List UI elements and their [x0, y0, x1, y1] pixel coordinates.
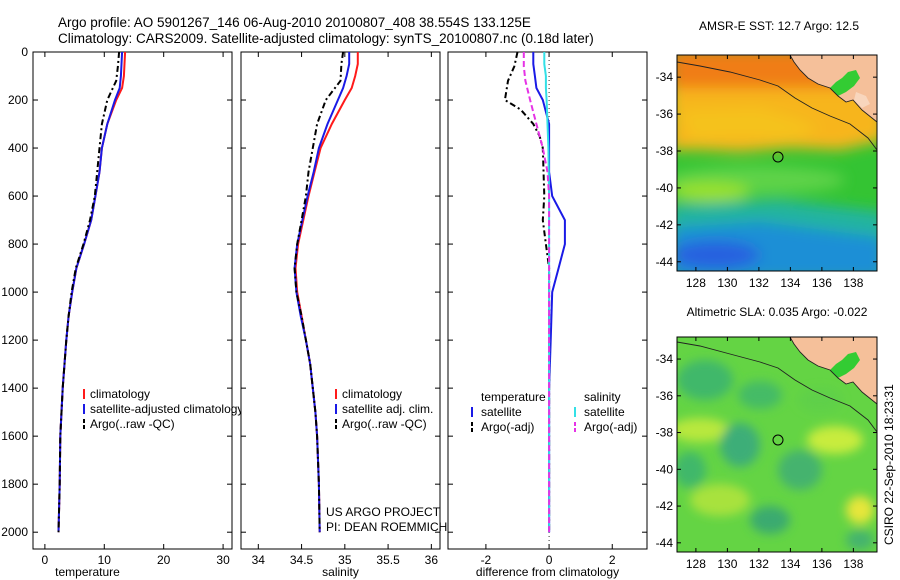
map-y-tick-label: -42 [656, 218, 674, 232]
y-tick-label: 1600 [1, 429, 28, 443]
sla-map-title: Altimetric SLA: 0.035 Argo: -0.022 [687, 305, 868, 319]
x-tick-label: 0 [42, 553, 49, 567]
map-y-tick-label: -40 [656, 462, 674, 476]
legend-label: satellite [481, 405, 522, 419]
series-line-salinity-argo-adj- [522, 52, 551, 533]
legend-label: Argo(..raw -QC) [90, 417, 175, 431]
map-y-tick-label: -38 [656, 426, 674, 440]
map-x-tick-label: 138 [843, 276, 863, 290]
legend-label: satellite adj. clim. [342, 402, 433, 416]
x-tick-label: 0 [546, 553, 553, 567]
sst-map-field [677, 55, 877, 271]
map-x-tick-label: 138 [843, 557, 863, 571]
x-tick-label: 35.5 [376, 553, 400, 567]
series-line-salinity-satellite [543, 52, 551, 533]
map-x-tick-label: 128 [686, 276, 706, 290]
timestamp-label: CSIRO 22-Sep-2010 18:23:31 [882, 384, 896, 545]
map-y-tick-label: -36 [656, 389, 674, 403]
x-tick-label: 34 [252, 553, 266, 567]
map-x-tick-label: 128 [686, 557, 706, 571]
y-tick-label: 600 [8, 189, 28, 203]
legend-label: satellite [584, 405, 625, 419]
map-y-tick-label: -38 [656, 144, 674, 158]
x-tick-label: 36 [425, 553, 439, 567]
sst-map: AMSR-E SST: 12.7 Argo: 12.5 1 [656, 19, 878, 290]
header-line1: Argo profile: AO 5901267_146 06-Aug-2010… [58, 15, 531, 30]
series-line-temperature-satellite [532, 52, 566, 533]
sst-map-title: AMSR-E SST: 12.7 Argo: 12.5 [699, 19, 859, 33]
sla-map-field [677, 337, 877, 552]
x-tick-label: 30 [216, 553, 230, 567]
y-tick-label: 800 [8, 237, 28, 251]
map-y-tick-label: -42 [656, 499, 674, 513]
y-tick-label: 1200 [1, 333, 28, 347]
map-x-tick-label: 136 [812, 557, 832, 571]
x-axis-label: difference from climatology [476, 565, 619, 579]
legend-label: Argo(..raw -QC) [342, 417, 427, 431]
map-y-tick-label: -36 [656, 107, 674, 121]
y-tick-label: 1000 [1, 285, 28, 299]
x-tick-label: 10 [98, 553, 112, 567]
x-tick-label: 34.5 [290, 553, 314, 567]
map-y-tick-label: -44 [656, 536, 674, 550]
legend-group-title: salinity [584, 390, 621, 404]
x-axis-label: salinity [322, 565, 359, 579]
map-y-tick-label: -40 [656, 181, 674, 195]
salinity-panel: 34 34.5 35 35.5 36 salinity climatologysatelli… [240, 51, 447, 579]
argo-float-marker [772, 151, 784, 163]
project-annotation: US ARGO PROJECT [326, 505, 441, 519]
argo-float-marker [772, 434, 784, 446]
depth-contour [677, 61, 877, 151]
temperature-panel: 0 10 20 30 0 200 400 600 800 1000 1200 1400 1600 1800… [1, 45, 243, 579]
legend-label: climatology [90, 387, 150, 401]
x-axis-label: temperature [55, 565, 120, 579]
map-x-tick-label: 134 [780, 276, 800, 290]
y-tick-label: 400 [8, 141, 28, 155]
header-line2: Climatology: CARS2009. Satellite-adjuste… [58, 31, 594, 46]
plot-frame [32, 51, 233, 550]
legend-label: Argo(-adj) [584, 420, 637, 434]
map-y-tick-label: -34 [656, 70, 674, 84]
map-x-tick-label: 136 [812, 276, 832, 290]
series-line-argo-raw-qc- [293, 51, 345, 533]
x-tick-label: 35 [338, 553, 352, 567]
map-y-tick-label: -44 [656, 255, 674, 269]
y-tick-label: 200 [8, 93, 28, 107]
legend-label: satellite-adjusted climatology [90, 402, 243, 416]
map-y-tick-label: -34 [656, 352, 674, 366]
y-tick-label: 1400 [1, 381, 28, 395]
y-tick-label: 0 [21, 45, 28, 59]
map-x-tick-label: 134 [780, 557, 800, 571]
project-annotation: PI: DEAN ROEMMICH [326, 520, 447, 534]
plot-frame [240, 51, 441, 550]
y-tick-label: 1800 [1, 477, 28, 491]
x-tick-label: -2 [481, 553, 492, 567]
legend-group-title: temperature [481, 390, 546, 404]
map-x-tick-label: 132 [749, 276, 769, 290]
sla-map: Altimetric SLA: 0.035 Argo: -0.022 [656, 305, 878, 571]
map-x-tick-label: 132 [749, 557, 769, 571]
x-tick-label: 20 [157, 553, 171, 567]
legend-label: climatology [342, 387, 402, 401]
x-tick-label: 2 [609, 553, 616, 567]
legend-label: Argo(-adj) [481, 420, 534, 434]
map-x-tick-label: 130 [717, 557, 737, 571]
map-x-tick-label: 130 [717, 276, 737, 290]
y-tick-label: 2000 [1, 525, 28, 539]
